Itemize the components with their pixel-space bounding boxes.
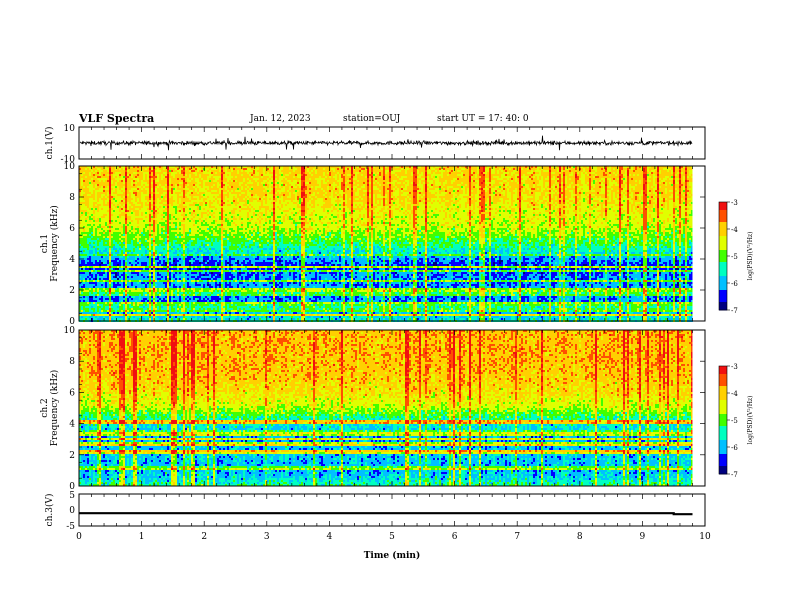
x-tick-label: 9 <box>640 532 646 542</box>
ch3-trace-line <box>79 513 693 514</box>
y-tick-label: 6 <box>69 224 75 234</box>
x-tick-label: 0 <box>76 532 82 542</box>
y-tick-label: 5 <box>69 491 75 501</box>
colorbar-tick-label: -7 <box>731 471 738 479</box>
y-tick-label: 10 <box>64 326 76 336</box>
y-tick-label: 10 <box>64 124 76 134</box>
x-tick-label: 3 <box>264 532 270 542</box>
x-axis-label: Time (min) <box>364 550 421 561</box>
x-tick-label: 2 <box>201 532 207 542</box>
ch3-ylabel: ch.3(V) <box>44 494 55 527</box>
colorbar-tick-label: -4 <box>731 390 738 398</box>
y-tick-label: 8 <box>69 357 75 367</box>
x-tick-label: 8 <box>577 532 583 542</box>
x-tick-label: 1 <box>139 532 145 542</box>
colorbar-tick-label: -5 <box>731 253 738 261</box>
colorbar-label: log(PSD)(V²/Hz) <box>747 396 754 445</box>
x-tick-label: 10 <box>699 532 711 542</box>
colorbar-2: -3 -4 -5 -6 -7 log(PSD)(V²/Hz) <box>719 363 754 479</box>
x-tick-label: 7 <box>514 532 520 542</box>
spectrogram-ylabel-frequency: Frequency (kHz) <box>49 370 60 447</box>
colorbar-tick-label: -5 <box>731 417 738 425</box>
colorbar-tick-label: -3 <box>731 363 738 371</box>
colorbar-label: log(PSD)(V²/Hz) <box>747 232 754 281</box>
spectrogram-ylabel-frequency: Frequency (kHz) <box>49 205 60 282</box>
y-tick-label: 2 <box>69 451 75 461</box>
no-data-area <box>692 166 705 321</box>
colorbar-tick-label: -3 <box>731 199 738 207</box>
y-tick-label: 10 <box>64 162 76 172</box>
y-tick-label: 4 <box>69 255 75 265</box>
ch1-ylabel: ch.1(V) <box>44 127 55 160</box>
ch1-spectrogram <box>79 166 705 322</box>
y-tick-label: 6 <box>69 388 75 398</box>
ch2-spectrogram <box>79 330 705 486</box>
x-tick-label: 4 <box>327 532 333 542</box>
colorbar-tick-label: -7 <box>731 307 738 315</box>
y-tick-label: -5 <box>66 522 75 532</box>
x-tick-label: 5 <box>389 532 395 542</box>
y-tick-label: 0 <box>69 506 75 516</box>
no-data-area <box>692 330 705 486</box>
colorbar-tick-label: -6 <box>731 444 738 452</box>
colorbar-tick-label: -6 <box>731 280 738 288</box>
colorbar-tick-label: -4 <box>731 226 738 234</box>
spectrogram-ylabel-channel: ch.2 <box>40 398 50 417</box>
y-tick-label: 4 <box>69 420 75 430</box>
spectrogram-ylabel-channel: ch.1 <box>40 234 50 253</box>
y-tick-label: 2 <box>69 286 75 296</box>
x-tick-label: 6 <box>452 532 458 542</box>
ch1-waveform-line <box>80 136 692 151</box>
y-tick-label: 8 <box>69 193 75 203</box>
colorbar-1: -3 -4 -5 -6 -7 log(PSD)(V²/Hz) <box>719 199 754 315</box>
